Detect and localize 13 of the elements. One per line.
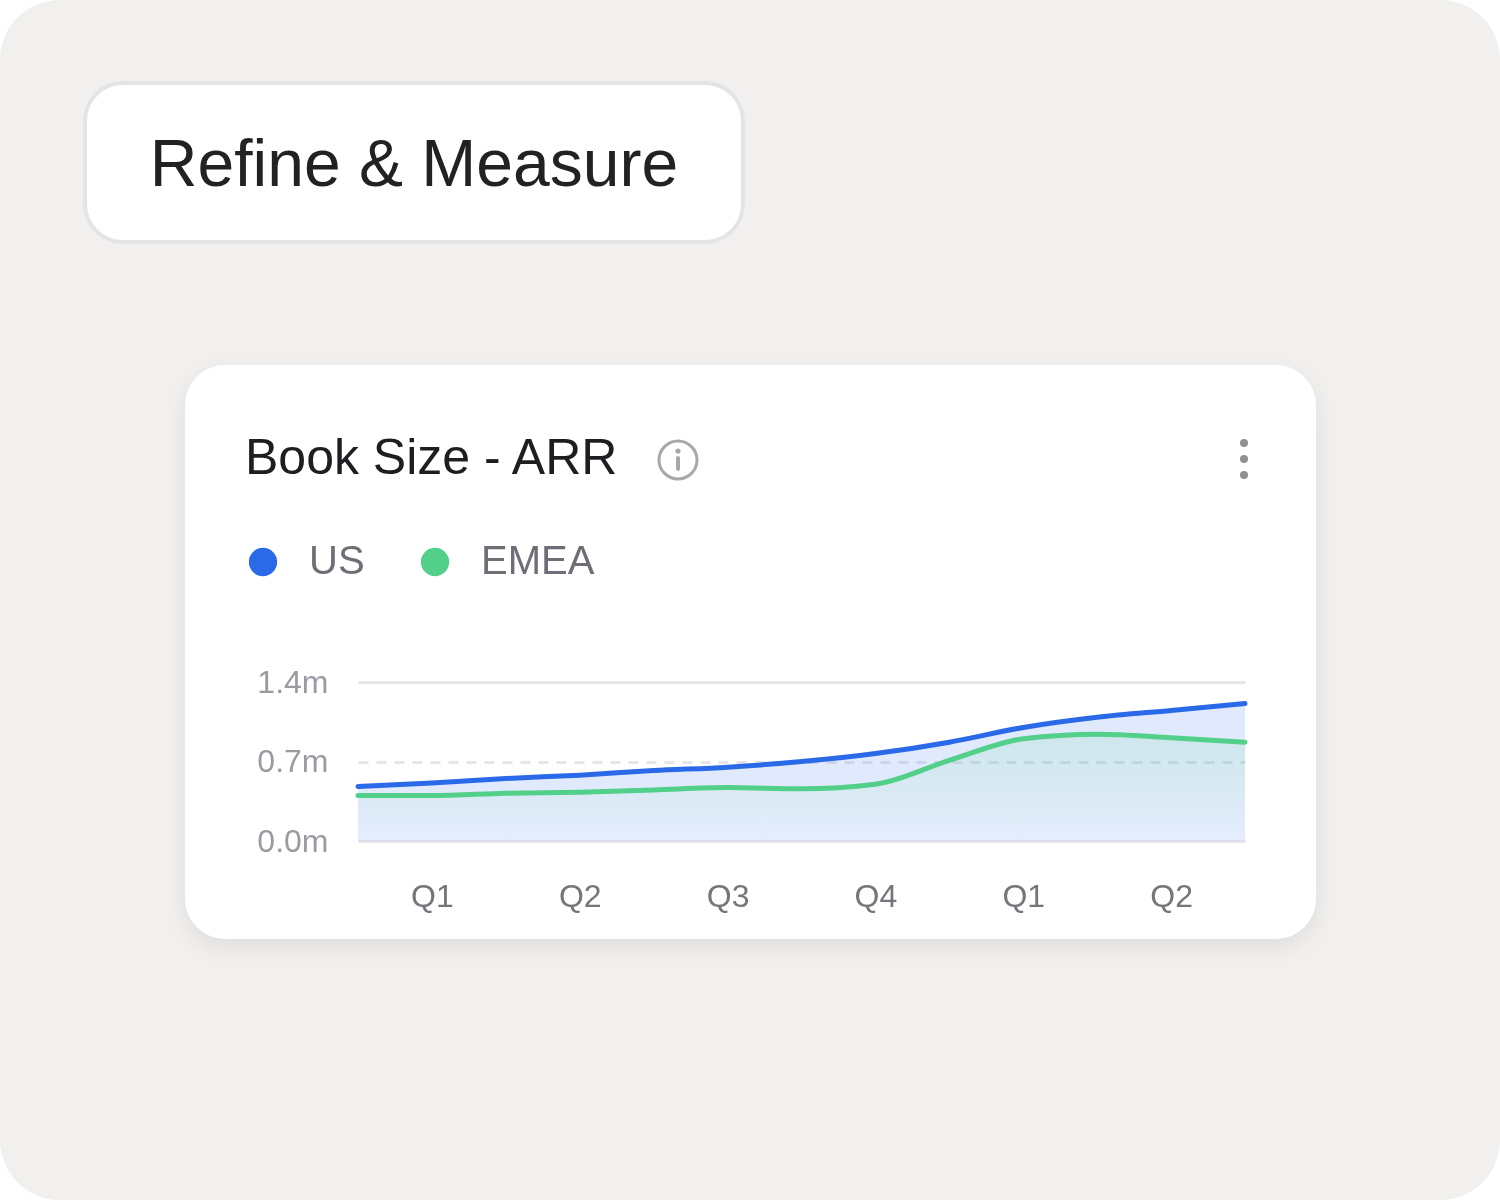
legend-label: EMEA [481, 538, 595, 582]
y-tick-label: 1.4m [257, 663, 329, 700]
y-tick-label: 0.0m [257, 822, 329, 859]
chart-title: Book Size - ARR [245, 428, 618, 486]
x-tick-label: Q2 [1150, 877, 1193, 914]
text: Refine & Measure [83, 81, 745, 244]
legend-label: US [309, 538, 365, 582]
x-tick-label: Q3 [706, 877, 750, 914]
x-tick-label: Q2 [558, 877, 602, 914]
x-tick-label: Q1 [1002, 877, 1046, 914]
x-tick-label: Q1 [411, 877, 454, 914]
y-tick-label: 0.7m [257, 743, 329, 779]
x-tick-label: Q4 [854, 877, 898, 914]
